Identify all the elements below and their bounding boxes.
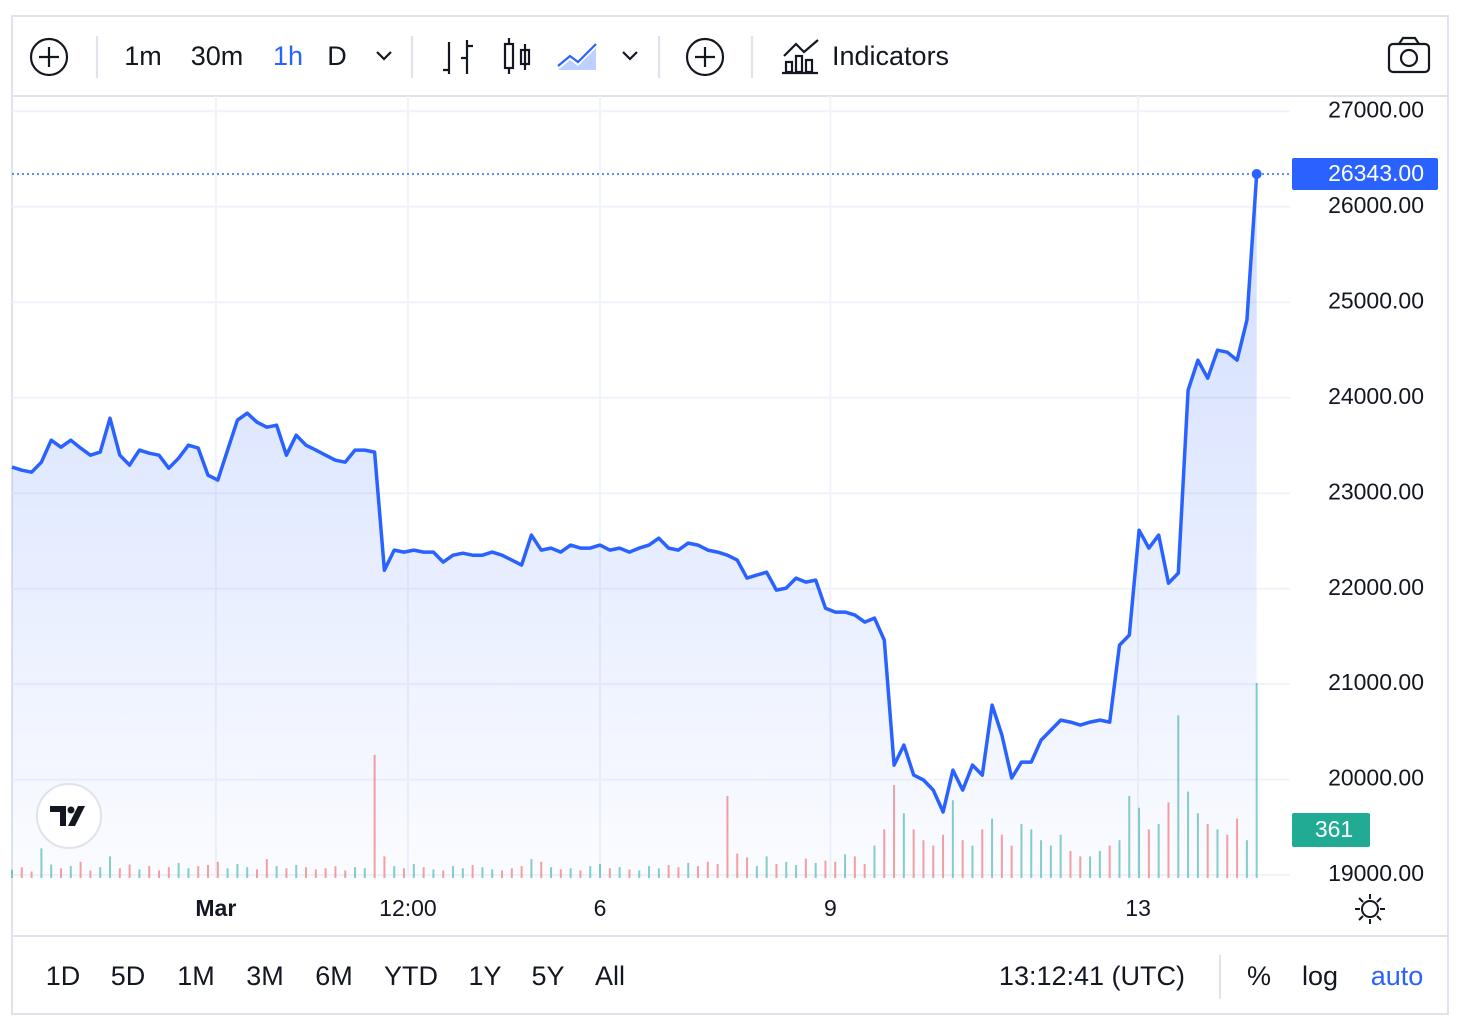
compare-button[interactable]: [685, 37, 725, 77]
y-tick-label: 27000.00: [1328, 96, 1424, 122]
volume-badge: [1292, 813, 1370, 847]
range-button[interactable]: 5D: [111, 961, 146, 991]
chart-type-dropdown[interactable]: [622, 51, 638, 61]
logo[interactable]: [36, 783, 102, 849]
range-button[interactable]: 6M: [315, 961, 353, 991]
interval-dropdown[interactable]: [376, 51, 392, 61]
y-tick-label: 23000.00: [1328, 478, 1424, 504]
last-point: [1251, 169, 1262, 180]
interval-button[interactable]: 1m: [124, 41, 162, 71]
x-tick-label: Mar: [195, 895, 236, 921]
y-tick-label: 25000.00: [1328, 287, 1424, 313]
area-style-button[interactable]: [557, 43, 597, 70]
last-price-label: 26343.00: [1328, 160, 1424, 186]
y-tick-label: 21000.00: [1328, 669, 1424, 695]
indicators-button[interactable]: Indicators: [832, 41, 949, 71]
range-button[interactable]: 5Y: [531, 961, 564, 991]
y-tick-label: 24000.00: [1328, 383, 1424, 409]
indicators-icon[interactable]: [782, 39, 819, 75]
y-tick-label: 20000.00: [1328, 765, 1424, 791]
x-tick-label: 12:00: [379, 895, 437, 921]
bars-style-button[interactable]: [443, 40, 473, 74]
range-button[interactable]: All: [595, 961, 625, 991]
interval-button[interactable]: 1h: [273, 41, 303, 71]
auto-toggle[interactable]: auto: [1371, 961, 1424, 991]
toolbar: [29, 36, 1431, 78]
screenshot-button[interactable]: [1387, 36, 1431, 74]
add-symbol-button[interactable]: [29, 37, 69, 77]
area-fill: [12, 174, 1257, 878]
percent-toggle[interactable]: %: [1247, 961, 1271, 991]
x-tick-label: 13: [1125, 895, 1151, 921]
y-tick-label: 22000.00: [1328, 574, 1424, 600]
y-tick-label: 26000.00: [1328, 192, 1424, 218]
interval-button[interactable]: D: [327, 41, 347, 71]
clock: 13:12:41 (UTC): [999, 961, 1185, 991]
interval-button[interactable]: 30m: [191, 41, 244, 71]
range-button[interactable]: 1D: [46, 961, 81, 991]
range-button[interactable]: 1Y: [468, 961, 501, 991]
range-button[interactable]: YTD: [384, 961, 438, 991]
range-button[interactable]: 3M: [246, 961, 284, 991]
y-tick-label: 19000.00: [1328, 860, 1424, 886]
price-line: [11, 173, 1259, 814]
x-tick-label: 6: [594, 895, 607, 921]
settings-button[interactable]: [1355, 894, 1385, 924]
x-tick-label: 9: [824, 895, 837, 921]
last-price-badge: [1292, 158, 1438, 191]
candles-style-button[interactable]: [503, 38, 531, 74]
volume-label: 361: [1315, 816, 1353, 842]
log-toggle[interactable]: log: [1302, 961, 1338, 991]
range-button[interactable]: 1M: [177, 961, 215, 991]
